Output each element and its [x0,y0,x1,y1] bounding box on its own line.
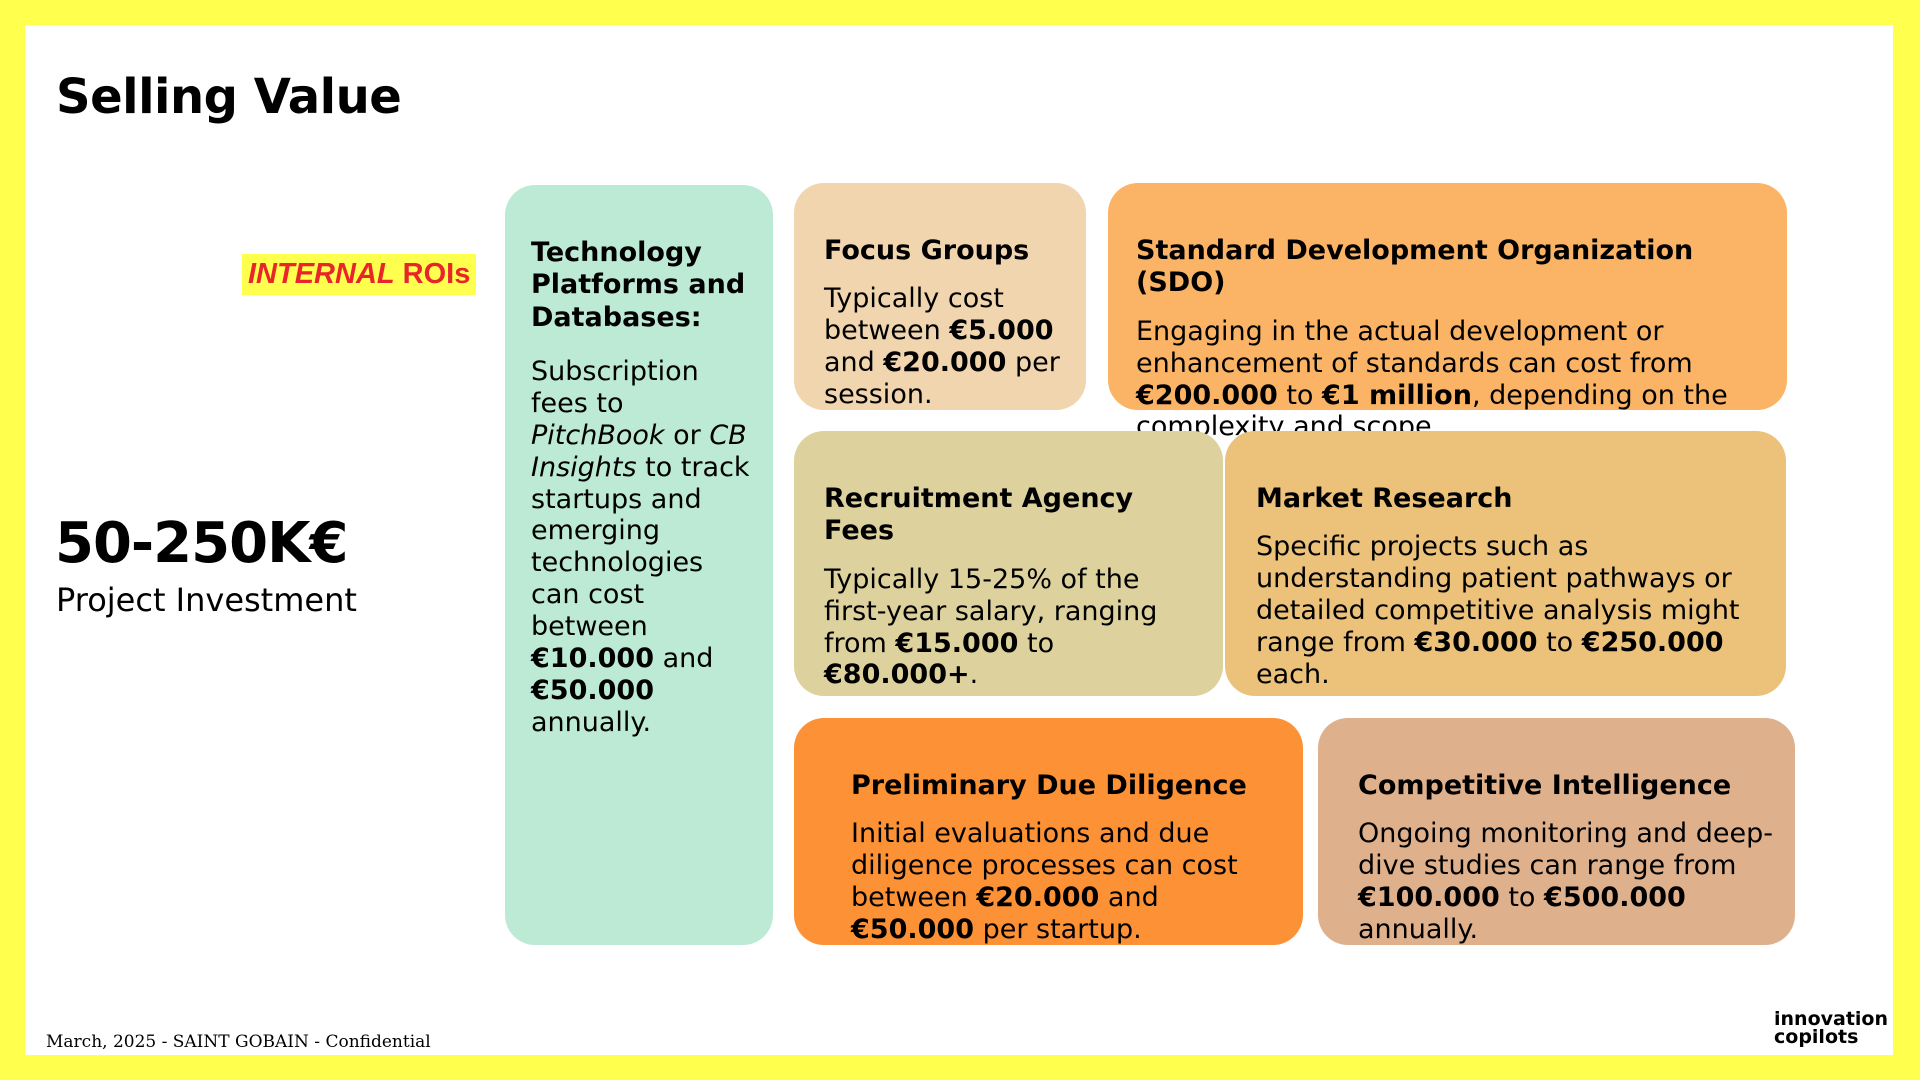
card-title: Competitive Intelligence [1358,770,1732,801]
slide-title: Selling Value [56,69,402,125]
card-sdo: Standard Development Organization (SDO) … [1108,183,1787,442]
slide: Selling Value INTERNAL ROIs 50-250K€ Pro… [25,25,1893,1055]
card-title: Recruitment Agency Fees [824,483,1134,547]
card-body: Ongoing monitoring and deep-dive studies… [1358,818,1773,945]
rois-label: ROIs [402,258,471,290]
card-title: Preliminary Due Diligence [851,770,1247,801]
card-title: Standard Development Organization (SDO) [1136,235,1694,299]
card-title: Technology Platforms and Databases: [531,237,746,333]
card-body: Typically cost between €5.000 and €20.00… [824,283,1060,410]
card-body: Subscription fees to PitchBook or CB Ins… [531,356,750,738]
investment-amount: 50-250K€ [55,511,348,576]
card-market-research: Market Research Specific projects such a… [1225,431,1786,696]
card-focus-groups: Focus Groups Typically cost between €5.0… [794,183,1086,410]
card-body: Initial evaluations and due diligence pr… [851,818,1238,945]
card-body: Specific projects such as understanding … [1256,531,1740,690]
card-recruitment-agency-fees: Recruitment Agency Fees Typically 15-25%… [794,431,1223,696]
footer-confidential: March, 2025 - SAINT GOBAIN - Confidentia… [46,1032,431,1052]
card-technology-platforms: Technology Platforms and Databases: Subs… [505,185,773,945]
card-title: Focus Groups [824,235,1030,266]
internal-rois-tag: INTERNAL ROIs [242,254,477,295]
innovation-copilots-logo: innovation copilots [1774,1008,1888,1049]
card-preliminary-due-diligence: Preliminary Due Diligence Initial evalua… [794,718,1303,945]
card-body: Typically 15-25% of the first-year salar… [824,563,1158,691]
card-body: Engaging in the actual development or en… [1136,315,1728,443]
investment-label: Project Investment [56,581,357,619]
card-competitive-intelligence: Competitive Intelligence Ongoing monitor… [1318,718,1795,945]
internal-label: INTERNAL [248,258,395,290]
card-title: Market Research [1256,483,1513,514]
